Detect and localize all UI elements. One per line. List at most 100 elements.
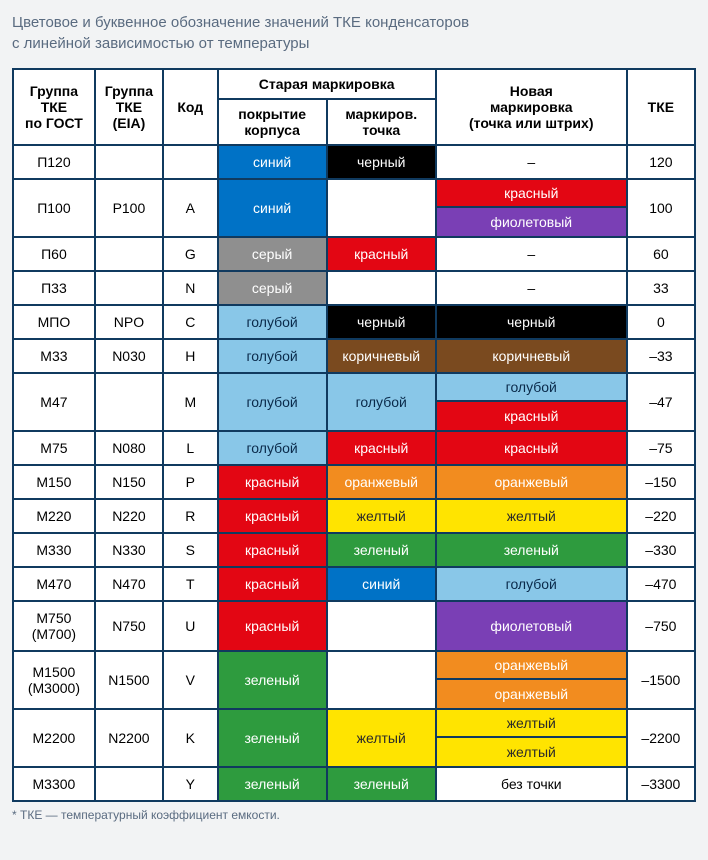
title-line-2: с линейной зависимостью от температуры <box>12 35 309 52</box>
cell-tke: 0 <box>627 305 695 339</box>
color-cell: синий <box>328 568 435 600</box>
cell-tke: –1500 <box>627 651 695 709</box>
color-cell: зеленый <box>219 768 326 800</box>
cell-new: голубойкрасный <box>436 373 627 431</box>
cell-tke: 120 <box>627 145 695 179</box>
cell-new: зеленый <box>436 533 627 567</box>
table-body: П120синийчерный–120П100P100Aсинийкрасный… <box>13 145 695 801</box>
cell-gost: П120 <box>13 145 95 179</box>
color-cell: без точки <box>437 768 626 800</box>
cell-coat: голубой <box>218 305 327 339</box>
color-cell: зеленый <box>328 768 435 800</box>
cell-eia <box>95 373 163 431</box>
cell-coat: красный <box>218 465 327 499</box>
cell-eia: NPO <box>95 305 163 339</box>
color-cell: желтый <box>437 710 626 738</box>
cell-coat: серый <box>218 237 327 271</box>
cell-gost: П60 <box>13 237 95 271</box>
cell-new: красныйфиолетовый <box>436 179 627 237</box>
cell-coat: красный <box>218 499 327 533</box>
cell-gost: МПО <box>13 305 95 339</box>
cell-kod: L <box>163 431 218 465</box>
color-cell: голубой <box>219 374 326 430</box>
cell-coat: зеленый <box>218 709 327 767</box>
cell-eia: N2200 <box>95 709 163 767</box>
color-cell: – <box>437 146 626 178</box>
cell-coat: красный <box>218 567 327 601</box>
cell-kod: K <box>163 709 218 767</box>
cell-eia: N150 <box>95 465 163 499</box>
table-row: П120синийчерный–120 <box>13 145 695 179</box>
cell-new: – <box>436 145 627 179</box>
color-cell: фиолетовый <box>437 602 626 650</box>
cell-tke: –75 <box>627 431 695 465</box>
cell-new: без точки <box>436 767 627 801</box>
cell-kod: Y <box>163 767 218 801</box>
color-cell: черный <box>328 146 435 178</box>
cell-eia: N1500 <box>95 651 163 709</box>
color-cell: красный <box>328 238 435 270</box>
table-row: П33Nсерый–33 <box>13 271 695 305</box>
cell-gost: М750(М700) <box>13 601 95 651</box>
table-header: ГруппаТКЕпо ГОСТ ГруппаТКЕ(EIA) Код Стар… <box>13 69 695 145</box>
cell-kod: G <box>163 237 218 271</box>
color-cell: зеленый <box>219 710 326 766</box>
cell-kod: T <box>163 567 218 601</box>
cell-coat: голубой <box>218 339 327 373</box>
cell-coat: голубой <box>218 431 327 465</box>
cell-tke: –220 <box>627 499 695 533</box>
table-row: М470N470Tкрасныйсинийголубой–470 <box>13 567 695 601</box>
color-cell: голубой <box>219 432 326 464</box>
color-cell <box>328 180 435 236</box>
color-cell: зеленый <box>328 534 435 566</box>
color-cell: черный <box>328 306 435 338</box>
cell-tke: –750 <box>627 601 695 651</box>
cell-kod: R <box>163 499 218 533</box>
cell-dot: красный <box>327 237 436 271</box>
color-cell: красный <box>437 180 626 208</box>
color-cell: красный <box>219 602 326 650</box>
cell-new: черный <box>436 305 627 339</box>
color-cell: оранжевый <box>328 466 435 498</box>
color-cell: желтый <box>437 500 626 532</box>
color-cell: голубой <box>219 306 326 338</box>
color-cell: красный <box>437 402 626 430</box>
cell-eia: N750 <box>95 601 163 651</box>
cell-gost: М2200 <box>13 709 95 767</box>
header-gost: ГруппаТКЕпо ГОСТ <box>13 69 95 145</box>
cell-new: фиолетовый <box>436 601 627 651</box>
cell-tke: 33 <box>627 271 695 305</box>
cell-gost: П100 <box>13 179 95 237</box>
color-cell: оранжевый <box>437 680 626 708</box>
color-cell: зеленый <box>437 534 626 566</box>
cell-gost: М3300 <box>13 767 95 801</box>
color-cell: красный <box>219 466 326 498</box>
color-cell: синий <box>219 180 326 236</box>
header-old: Старая маркировка <box>218 69 436 99</box>
cell-tke: –47 <box>627 373 695 431</box>
color-cell: коричневый <box>328 340 435 372</box>
cell-eia: N080 <box>95 431 163 465</box>
color-cell: зеленый <box>219 652 326 708</box>
cell-dot: оранжевый <box>327 465 436 499</box>
cell-gost: М470 <box>13 567 95 601</box>
title-line-1: Цветовое и буквенное обозначение значени… <box>12 14 469 31</box>
cell-tke: –150 <box>627 465 695 499</box>
table-row: М2200N2200Kзеленыйжелтыйжелтыйжелтый–220… <box>13 709 695 767</box>
cell-kod <box>163 145 218 179</box>
cell-kod: M <box>163 373 218 431</box>
cell-gost: М47 <box>13 373 95 431</box>
header-tke: ТКЕ <box>627 69 695 145</box>
cell-dot: желтый <box>327 499 436 533</box>
table-row: М75N080Lголубойкрасныйкрасный–75 <box>13 431 695 465</box>
cell-dot <box>327 179 436 237</box>
tke-table: ГруппаТКЕпо ГОСТ ГруппаТКЕ(EIA) Код Стар… <box>12 68 696 802</box>
table-row: П60Gсерыйкрасный–60 <box>13 237 695 271</box>
cell-kod: V <box>163 651 218 709</box>
color-cell: красный <box>437 432 626 464</box>
header-coat: покрытиекорпуса <box>218 99 327 145</box>
cell-gost: М220 <box>13 499 95 533</box>
color-cell: коричневый <box>437 340 626 372</box>
cell-coat: зеленый <box>218 767 327 801</box>
cell-dot: голубой <box>327 373 436 431</box>
